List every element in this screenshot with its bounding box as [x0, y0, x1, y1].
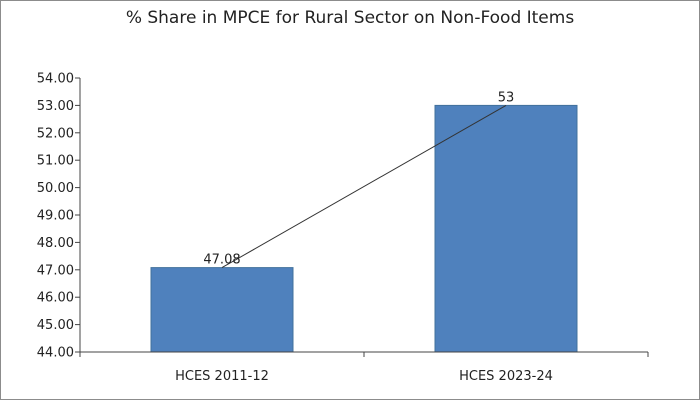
x-tick-label: HCES 2023-24 — [459, 369, 553, 384]
data-labels-group: 47.08 53 — [203, 90, 514, 267]
y-tick-label: 46.00 — [37, 291, 74, 306]
data-label: 47.08 — [203, 253, 240, 268]
bar-2 — [434, 104, 578, 353]
data-label: 53 — [498, 90, 515, 105]
y-tick-label: 49.00 — [37, 209, 74, 224]
bar-1 — [150, 267, 294, 353]
y-tick-label: 50.00 — [37, 181, 74, 196]
y-tick-label: 53.00 — [37, 99, 74, 114]
y-tick-label: 47.00 — [37, 263, 74, 278]
bars-group — [150, 104, 578, 353]
y-tick-label: 51.00 — [37, 154, 74, 169]
trend-line — [221, 104, 507, 269]
y-tick-label: 44.00 — [37, 346, 74, 361]
trend-line-group — [221, 104, 507, 269]
x-tick-label: HCES 2011-12 — [175, 369, 269, 384]
y-tick-label: 45.00 — [37, 318, 74, 333]
chart-title: % Share in MPCE for Rural Sector on Non-… — [125, 8, 575, 28]
y-tick-label: 48.00 — [37, 236, 74, 251]
y-tick-label: 54.00 — [37, 72, 74, 87]
y-tick-label: 52.00 — [37, 126, 74, 141]
axes-group: 44.00 45.00 46.00 47.00 48.00 49.00 50.00 51.00… — [37, 72, 649, 384]
